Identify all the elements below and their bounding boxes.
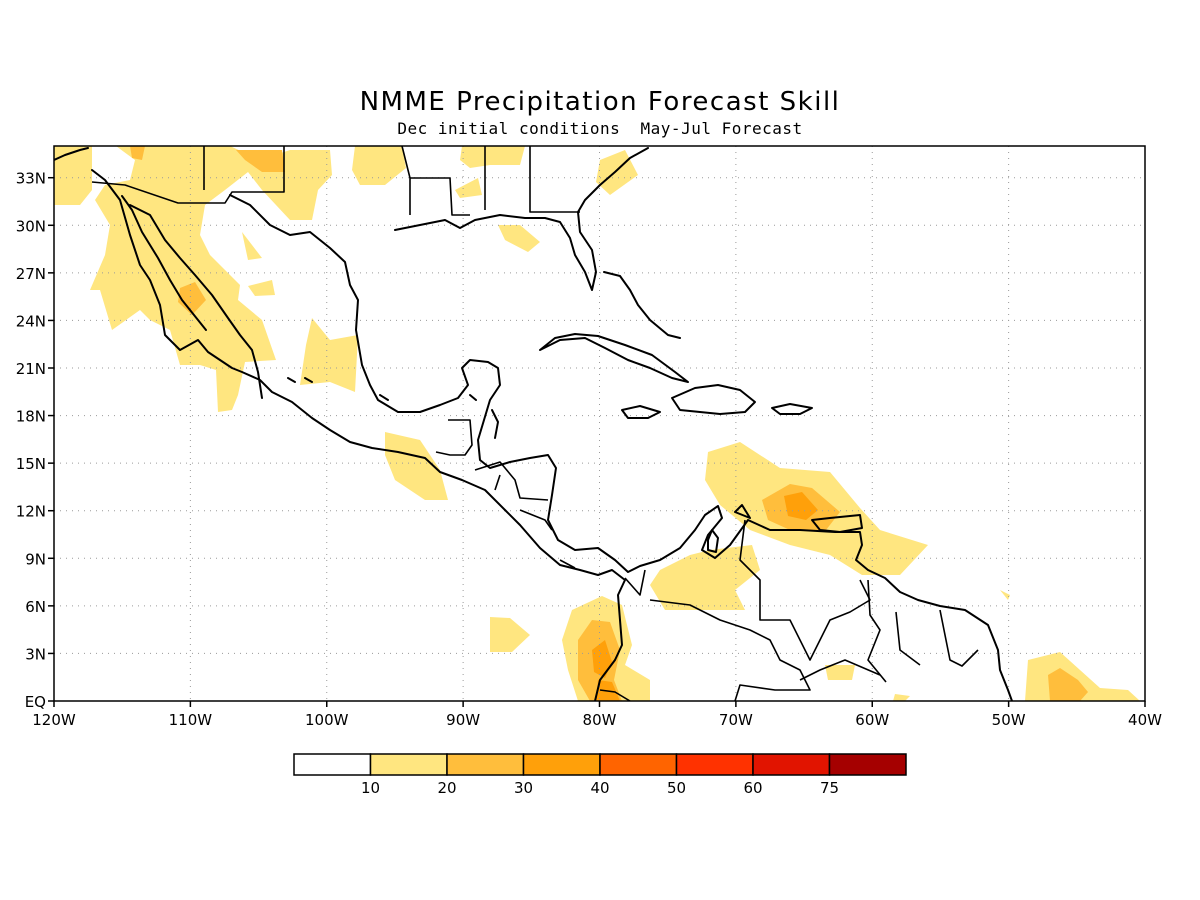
skill-area	[54, 146, 92, 205]
x-tick-label: 60W	[855, 711, 889, 729]
y-tick-label: 3N	[25, 645, 46, 663]
y-tick-label: 12N	[16, 503, 46, 521]
colorbar-legend: 10 20 30 40 50 60 75	[293, 753, 907, 797]
x-axis-ticks: 120W 110W 100W 90W 80W 70W 60W 50W 40W	[32, 701, 1162, 729]
x-tick-label: 80W	[583, 711, 617, 729]
skill-area	[650, 545, 760, 610]
x-tick-label: 90W	[446, 711, 480, 729]
y-tick-label: 21N	[16, 360, 46, 378]
x-tick-label: 120W	[32, 711, 76, 729]
x-tick-label: 110W	[169, 711, 213, 729]
colorbar-label: 20	[437, 779, 456, 797]
x-tick-label: 100W	[305, 711, 349, 729]
colorbar-label: 10	[361, 779, 380, 797]
colorbar-swatch	[369, 753, 448, 776]
colorbar-label: 40	[590, 779, 609, 797]
y-tick-label: EQ	[25, 693, 46, 711]
skill-area	[455, 178, 482, 198]
y-tick-label: 9N	[25, 550, 46, 568]
y-tick-label: 24N	[16, 312, 46, 330]
y-tick-label: 30N	[16, 217, 46, 235]
skill-area	[784, 492, 818, 520]
skill-area	[460, 146, 525, 168]
y-axis-ticks: EQ 3N 6N 9N 12N 15N 18N 21N 24N 27N 30N 33N	[16, 170, 54, 711]
colorbar-label: 75	[820, 779, 839, 797]
skill-area	[592, 640, 612, 678]
map-title: NMME Precipitation Forecast Skill	[360, 87, 841, 117]
lat-lon-grid	[54, 146, 1145, 701]
skill-area	[300, 318, 358, 392]
skill-area	[893, 694, 910, 701]
skill-area	[1048, 668, 1088, 701]
skill-area	[1000, 590, 1010, 600]
colorbar-swatch	[522, 753, 601, 776]
x-tick-label: 40W	[1128, 711, 1162, 729]
colorbar-swatch	[599, 753, 678, 776]
colorbar-swatch	[446, 753, 525, 776]
skill-area	[90, 146, 332, 412]
colorbar-label: 30	[514, 779, 533, 797]
map-plot-area	[54, 146, 1145, 701]
y-tick-label: 18N	[16, 408, 46, 426]
skill-area	[242, 232, 262, 260]
skill-area	[248, 280, 275, 296]
x-tick-label: 70W	[719, 711, 753, 729]
skill-area	[130, 146, 145, 160]
y-tick-label: 27N	[16, 265, 46, 283]
skill-area	[490, 617, 530, 652]
colorbar-swatch	[828, 753, 907, 776]
skill-area	[825, 665, 855, 680]
y-tick-label: 15N	[16, 455, 46, 473]
skill-area	[385, 432, 448, 500]
y-tick-label: 6N	[25, 598, 46, 616]
skill-area	[236, 150, 285, 172]
colorbar-label: 50	[667, 779, 686, 797]
x-tick-label: 50W	[992, 711, 1026, 729]
skill-area	[498, 225, 540, 252]
y-tick-label: 33N	[16, 170, 46, 188]
skill-area	[352, 146, 406, 185]
colorbar-swatch	[752, 753, 831, 776]
colorbar-swatch	[675, 753, 754, 776]
skill-area	[178, 282, 206, 315]
map-subtitle: Dec initial conditions May-Jul Forecast	[397, 119, 802, 138]
colorbar-swatch	[293, 753, 372, 776]
coastlines	[54, 147, 1013, 701]
country-borders	[91, 146, 979, 701]
colorbar-label: 60	[743, 779, 762, 797]
